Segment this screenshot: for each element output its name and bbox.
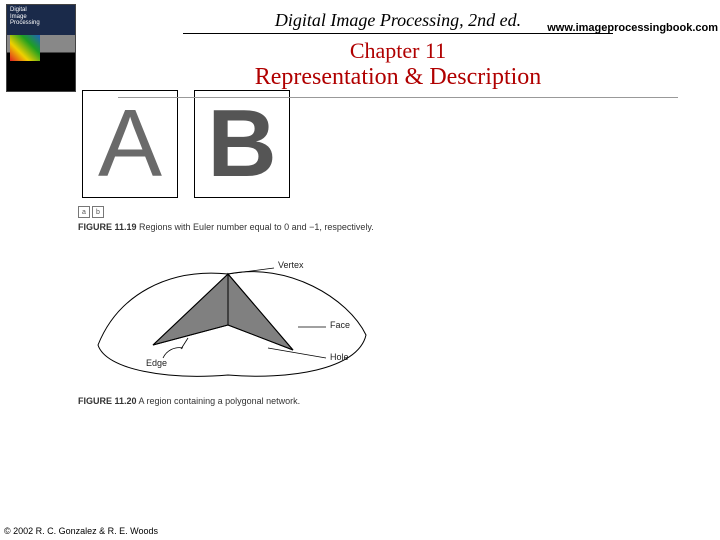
edge-leader-arc [163,348,183,358]
site-url: www.imageprocessingbook.com [547,22,718,34]
letter-b-glyph: B [207,96,276,192]
letter-a-frame: A [82,90,178,198]
figure-11-19-text: Regions with Euler number equal to 0 and… [137,222,374,232]
copyright-notice: © 2002 R. C. Gonzalez & R. E. Woods [4,526,158,536]
chapter-title: Representation & Description [76,64,720,91]
figure-11-20-number: FIGURE 11.20 [78,396,137,406]
vertex-leader [228,268,274,274]
label-face: Face [330,320,350,330]
figure-11-19-number: FIGURE 11.19 [78,222,137,232]
chapter-number: Chapter 11 [76,38,720,64]
figure-11-20-caption: FIGURE 11.20 A region containing a polyg… [78,396,638,406]
label-edge: Edge [146,358,167,368]
label-vertex: Vertex [278,260,304,270]
subfigure-labels: a b [78,206,638,218]
letter-b-frame: B [194,90,290,198]
figure-11-20-diagram: Vertex Face Edge Hole [88,250,418,390]
subfig-a: a [78,206,90,218]
hole-leader [268,348,326,358]
edge-leader-line [181,338,188,349]
book-cover-thumbnail [6,4,76,92]
figure-11-19-images: A B [82,90,638,198]
subfig-b: b [92,206,104,218]
letter-a-glyph: A [98,96,162,192]
figure-11-19-caption: FIGURE 11.19 Regions with Euler number e… [78,222,638,232]
label-hole: Hole [330,352,349,362]
divider [118,97,678,98]
figure-11-20-text: A region containing a polygonal network. [137,396,301,406]
